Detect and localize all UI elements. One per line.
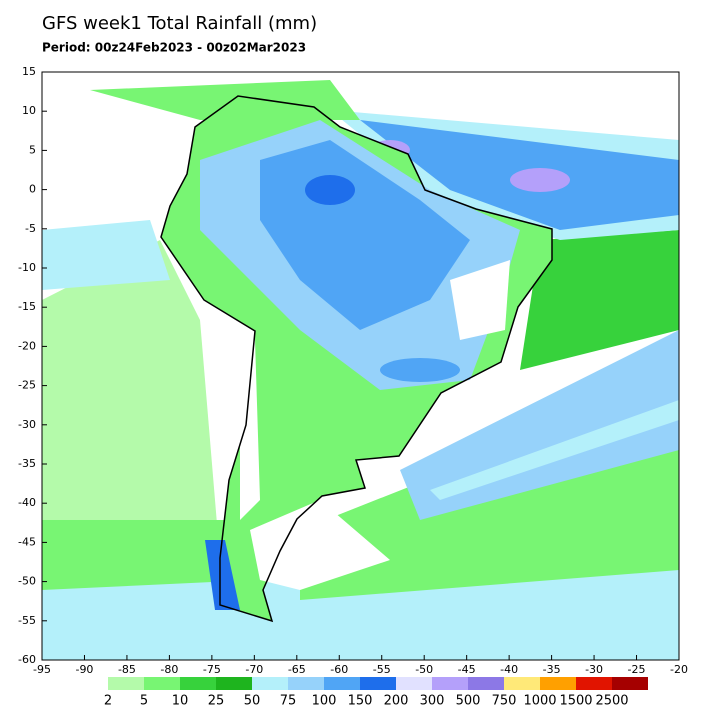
x-tick-label: -50 bbox=[415, 663, 433, 676]
x-tick-label: -55 bbox=[373, 663, 391, 676]
y-tick-label: 0 bbox=[29, 183, 36, 196]
colorbar-box bbox=[504, 677, 540, 690]
x-tick-label: -25 bbox=[628, 663, 646, 676]
x-tick-label: -85 bbox=[118, 663, 136, 676]
x-tick-label: -65 bbox=[288, 663, 306, 676]
colorbar-label: 2 bbox=[104, 694, 112, 709]
y-tick-label: -40 bbox=[18, 496, 36, 509]
colorbar-box bbox=[612, 677, 648, 690]
colorbar-label: 5 bbox=[140, 694, 148, 709]
colorbar-box bbox=[432, 677, 468, 690]
colorbar-label: 500 bbox=[456, 694, 481, 709]
colorbar-box bbox=[180, 677, 216, 690]
y-tick-label: -50 bbox=[18, 575, 36, 588]
colorbar-label: 25 bbox=[208, 694, 225, 709]
colorbar-label: 75 bbox=[280, 694, 297, 709]
colorbar-label: 2500 bbox=[595, 694, 628, 709]
y-tick-label: -45 bbox=[18, 535, 36, 548]
title: GFS week1 Total Rainfall (mm) bbox=[42, 13, 317, 34]
colorbar-box bbox=[288, 677, 324, 690]
colorbar-label: 10 bbox=[172, 694, 189, 709]
colorbar-box bbox=[144, 677, 180, 690]
colorbar-box bbox=[468, 677, 504, 690]
y-tick-label: -30 bbox=[18, 418, 36, 431]
colorbar-box bbox=[216, 677, 252, 690]
x-tick-label: -80 bbox=[160, 663, 178, 676]
y-tick-label: -25 bbox=[18, 379, 36, 392]
x-tick-label: -70 bbox=[245, 663, 263, 676]
colorbar-label: 1000 bbox=[523, 694, 556, 709]
x-tick-label: -20 bbox=[670, 663, 688, 676]
colorbar-box bbox=[324, 677, 360, 690]
colorbar-label: 150 bbox=[348, 694, 373, 709]
subtitle: Period: 00z24Feb2023 - 00z02Mar2023 bbox=[42, 41, 306, 55]
y-tick-label: -55 bbox=[18, 614, 36, 627]
colorbar-label: 50 bbox=[244, 694, 261, 709]
x-tick-label: -75 bbox=[203, 663, 221, 676]
x-tick-label: -95 bbox=[33, 663, 51, 676]
y-tick-label: -15 bbox=[18, 300, 36, 313]
colorbar-box bbox=[396, 677, 432, 690]
colorbar-label: 300 bbox=[420, 694, 445, 709]
y-tick-label: -35 bbox=[18, 457, 36, 470]
y-tick-label: -5 bbox=[25, 222, 36, 235]
x-tick-label: -90 bbox=[75, 663, 93, 676]
y-tick-label: -60 bbox=[18, 653, 36, 666]
y-tick-label: 5 bbox=[29, 143, 36, 156]
colorbar-box bbox=[360, 677, 396, 690]
x-tick-label: -40 bbox=[500, 663, 518, 676]
colorbar-label: 750 bbox=[492, 694, 517, 709]
x-tick-label: -45 bbox=[458, 663, 476, 676]
colorbar-box bbox=[540, 677, 576, 690]
x-tick-label: -60 bbox=[330, 663, 348, 676]
colorbar-box bbox=[252, 677, 288, 690]
colorbar-box bbox=[108, 677, 144, 690]
colorbar-label: 100 bbox=[312, 694, 337, 709]
y-tick-label: 15 bbox=[22, 65, 36, 78]
x-tick-label: -35 bbox=[543, 663, 561, 676]
map-frame bbox=[41, 71, 680, 661]
colorbar-label: 200 bbox=[384, 694, 409, 709]
y-tick-label: 10 bbox=[22, 104, 36, 117]
y-tick-label: -20 bbox=[18, 339, 36, 352]
x-tick-label: -30 bbox=[585, 663, 603, 676]
y-tick-label: -10 bbox=[18, 261, 36, 274]
rainfall-field bbox=[42, 72, 679, 660]
colorbar-label: 1500 bbox=[559, 694, 592, 709]
colorbar-box bbox=[576, 677, 612, 690]
